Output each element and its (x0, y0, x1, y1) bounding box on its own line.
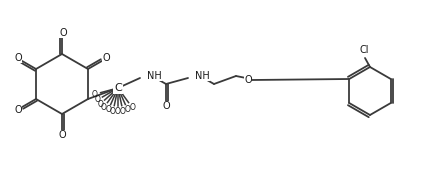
Text: O: O (94, 96, 100, 105)
Text: O: O (110, 107, 116, 116)
Text: O: O (14, 53, 22, 63)
Text: O: O (162, 101, 170, 111)
Text: O: O (92, 90, 98, 99)
Text: O: O (59, 28, 67, 38)
Text: O: O (97, 100, 103, 109)
Text: O: O (125, 105, 131, 114)
Text: O: O (105, 105, 111, 114)
Text: O: O (129, 103, 135, 112)
Text: O: O (58, 130, 66, 140)
Text: NH: NH (147, 71, 162, 81)
Text: NH: NH (195, 71, 210, 81)
Text: O: O (244, 75, 252, 85)
Text: O: O (120, 107, 126, 116)
Text: O: O (14, 105, 22, 115)
Text: Cl: Cl (359, 45, 369, 55)
Text: O: O (115, 108, 121, 117)
Text: O: O (101, 103, 107, 112)
Text: C: C (114, 83, 122, 93)
Text: O: O (102, 53, 110, 63)
